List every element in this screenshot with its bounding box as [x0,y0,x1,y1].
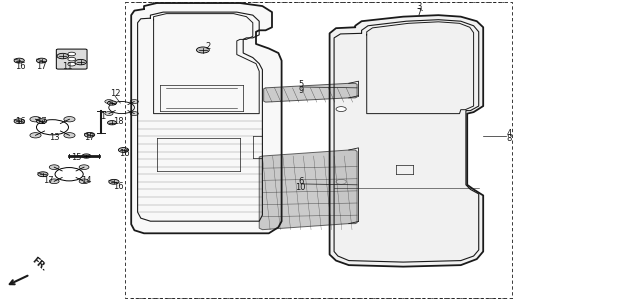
Text: 17: 17 [36,117,47,126]
Text: 14: 14 [81,176,92,185]
Circle shape [84,132,95,137]
Circle shape [82,154,91,158]
Polygon shape [330,15,483,267]
Circle shape [109,179,119,184]
Circle shape [196,47,209,53]
Text: 8: 8 [506,134,511,143]
Circle shape [108,101,116,105]
Circle shape [30,133,41,138]
Text: 16: 16 [15,62,26,71]
Text: 13: 13 [49,133,60,142]
Circle shape [57,53,68,59]
Circle shape [68,57,76,61]
Text: 18: 18 [113,117,124,126]
Text: 10: 10 [296,183,306,192]
Circle shape [336,107,346,112]
Circle shape [14,119,24,124]
Circle shape [38,172,48,177]
Circle shape [49,165,59,169]
Text: 7: 7 [417,8,422,17]
Polygon shape [264,83,357,102]
Circle shape [36,58,47,63]
FancyBboxPatch shape [56,49,87,69]
Circle shape [30,117,41,122]
Circle shape [36,119,47,124]
Text: 17: 17 [84,133,95,142]
Circle shape [49,179,59,184]
Circle shape [105,100,113,104]
Circle shape [118,148,129,152]
Text: 16: 16 [113,182,124,191]
Text: 17: 17 [43,176,53,185]
Circle shape [79,179,89,184]
Circle shape [75,59,86,65]
Circle shape [130,112,138,115]
Text: 5: 5 [298,80,303,89]
Text: 15: 15 [72,153,82,162]
Circle shape [130,100,138,104]
Text: 12: 12 [110,89,120,98]
Circle shape [336,179,346,184]
Text: 17: 17 [36,62,47,71]
Text: 3: 3 [417,2,422,11]
Text: 16: 16 [15,117,26,126]
Circle shape [64,133,75,138]
Text: 2: 2 [205,42,211,52]
Text: 1: 1 [100,112,105,121]
Polygon shape [259,150,357,230]
Circle shape [108,121,116,125]
Text: 6: 6 [298,177,303,186]
Text: 16: 16 [120,148,130,158]
Circle shape [64,117,75,122]
Text: 4: 4 [506,129,511,138]
Text: 11: 11 [62,62,72,71]
Text: FR.: FR. [29,256,48,274]
Polygon shape [131,3,282,233]
Circle shape [79,165,89,169]
Circle shape [68,52,76,56]
Text: 9: 9 [298,86,303,95]
Circle shape [105,112,113,115]
Circle shape [68,62,76,66]
Circle shape [14,58,24,63]
